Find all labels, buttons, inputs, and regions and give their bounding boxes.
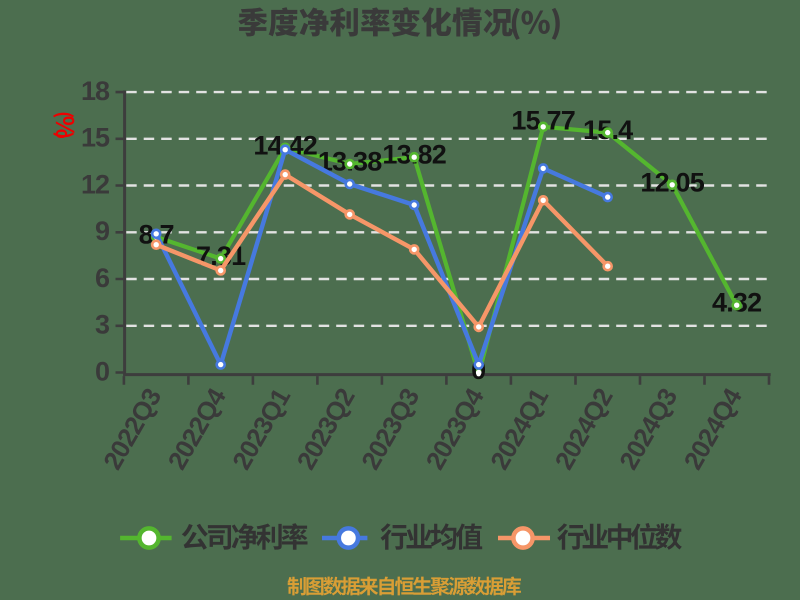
svg-text:6: 6: [95, 263, 110, 293]
svg-text:3: 3: [95, 310, 110, 340]
svg-text:12: 12: [81, 169, 109, 199]
svg-text:15: 15: [81, 123, 110, 153]
svg-text:0: 0: [95, 356, 109, 386]
svg-text:18: 18: [81, 76, 110, 106]
svg-text:9: 9: [95, 216, 110, 246]
